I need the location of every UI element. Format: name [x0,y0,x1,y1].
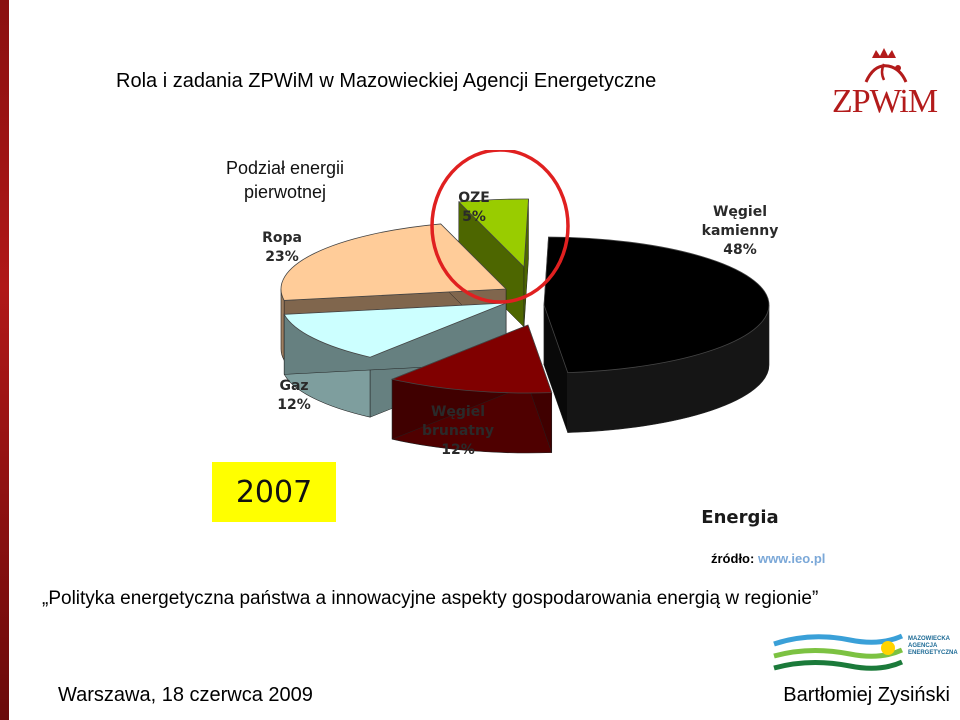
chart-title: Podział energii pierwotnej [210,156,360,204]
mae-logo-line-2: AGENCJA [908,643,938,649]
slice-top-ropa [280,223,507,301]
left-accent-bar [0,0,9,720]
zpwim-logo: ZPWiM [832,44,938,124]
year-badge: 2007 [212,462,336,522]
slice-value-label-wegiel-brunatny: 12% [441,442,475,458]
slice-name-label-oze-0: OZE [458,190,490,206]
slice-name-label-wegiel-kamienny-0: Węgiel [713,204,767,220]
oze-highlight-circle [430,150,570,304]
slice-name-label-wegiel-brunatny-1: brunatny [422,423,494,439]
mae-logo-line-3: ENERGETYCZNA [908,650,958,656]
slice-value-label-wegiel-kamienny: 48% [723,242,757,258]
conference-slogan: „Polityka energetyczna państwa a innowac… [42,588,819,609]
mae-logo-line-1: MAZOWIECKA [908,636,950,642]
slice-name-label-wegiel-brunatny-0: Węgiel [431,404,485,420]
chart-title-line-2: pierwotnej [243,182,327,202]
slice-value-label-gaz: 12% [277,397,311,413]
slide-title: Rola i zadania ZPWiM w Mazowieckiej Agen… [116,70,657,92]
slice-wegiel-kamienny [543,236,770,433]
mae-logo-text: MAZOWIECKA AGENCJA ENERGETYCZNA [908,636,960,657]
slice-top-wegiel-brunatny [390,324,553,394]
source-note: źródło: www.ieo.pl [711,551,825,566]
slice-top-gaz [283,302,507,358]
slice-wegiel-brunatny [390,324,553,454]
slice-name-label-ropa-0: Ropa [262,230,302,246]
pie-chart: Węgiel kamienny 48% Węgiel brunatny 12% Gaz 12%… [200,150,820,550]
mae-wave-icon [773,633,904,671]
author-name: Bartłomiej Zysiński [783,684,950,706]
source-link[interactable]: www.ieo.pl [757,551,826,566]
source-label: źródło: [711,551,755,566]
slice-top-wegiel-kamienny [543,236,770,374]
chart-title-line-1: Podział energii [225,158,345,178]
slice-value-label-ropa: 23% [265,249,299,265]
slice-oze [457,198,529,328]
crown-eagle-icon [864,48,908,83]
chart-footer-label: Energia [701,507,778,528]
pie-chart-svg: Węgiel kamienny 48% Węgiel brunatny 12% Gaz 12%… [262,150,779,528]
slice-name-label-wegiel-kamienny-1: kamienny [702,223,779,239]
slice-top-oze [457,198,529,268]
slice-name-label-gaz-0: Gaz [279,378,308,394]
date-place: Warszawa, 18 czerwca 2009 [58,684,313,706]
zpwim-logo-text: ZPWiM [832,83,938,120]
mazowiecka-agencja-logo: MAZOWIECKA AGENCJA ENERGETYCZNA [770,626,960,686]
slice-value-label-oze: 5% [462,209,486,225]
